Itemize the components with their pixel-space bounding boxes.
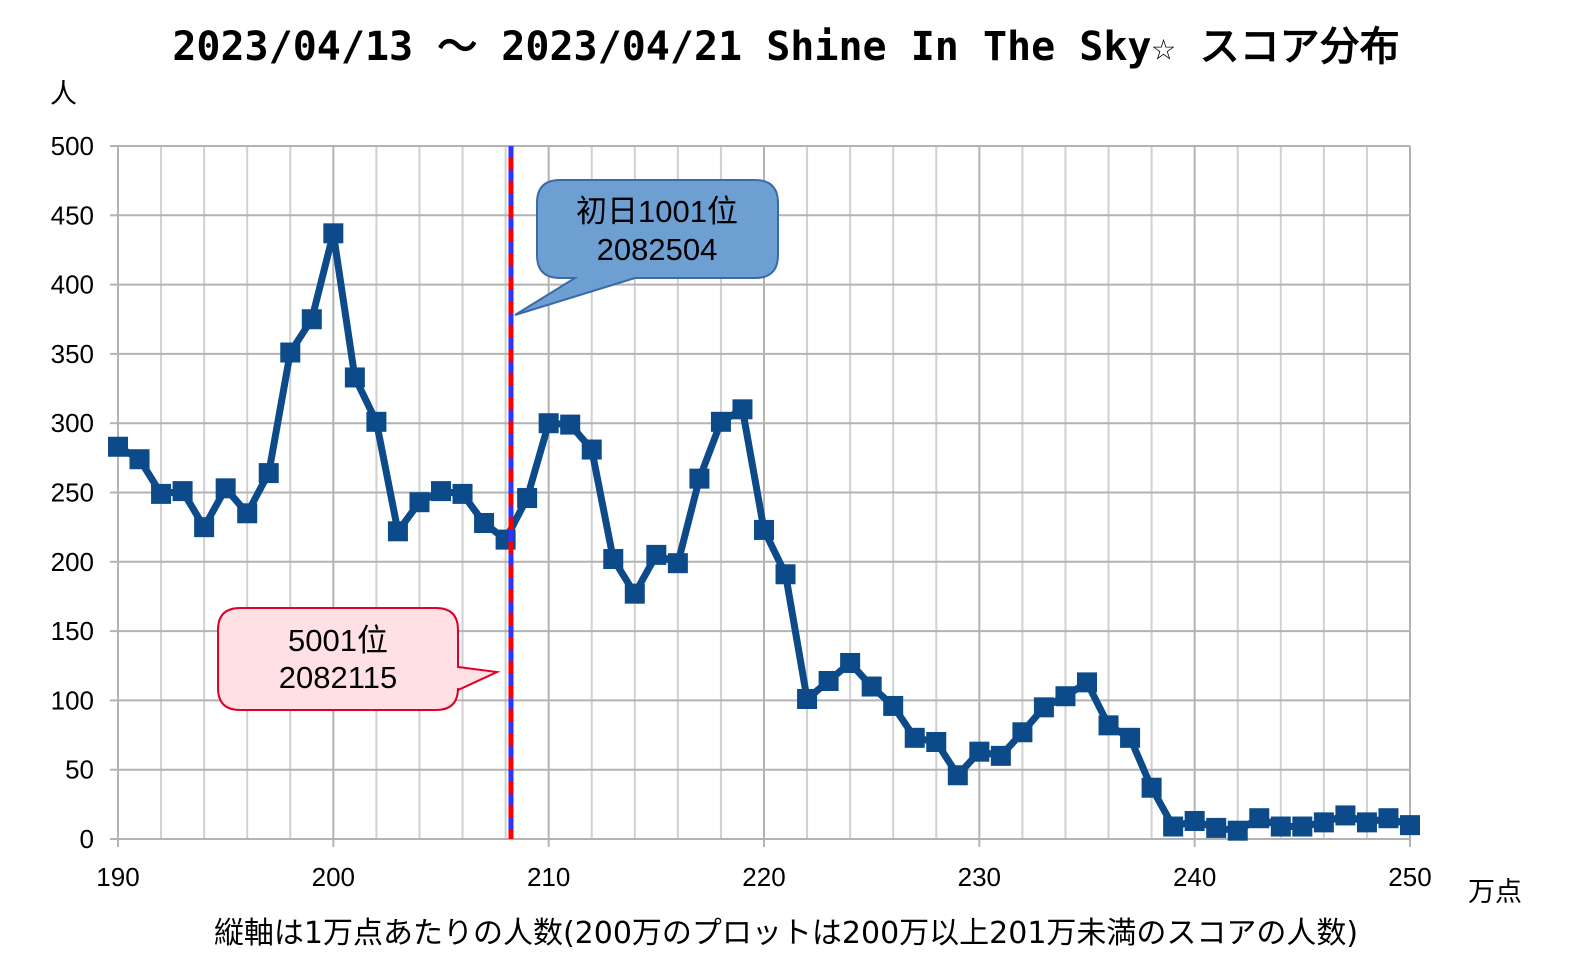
data-point-marker — [452, 483, 473, 504]
x-tick-label: 220 — [742, 862, 785, 892]
data-point-marker — [969, 741, 990, 762]
data-point-marker — [474, 512, 495, 533]
data-point-marker — [732, 399, 753, 420]
data-point-marker — [1227, 820, 1248, 841]
data-point-marker — [1184, 810, 1205, 831]
x-tick-label: 250 — [1388, 862, 1431, 892]
data-point-marker — [754, 519, 774, 540]
chart-footnote: 縦軸は1万点あたりの人数(200万のプロットは200万以上201万未満のスコアの… — [213, 916, 1359, 951]
data-point-marker — [581, 439, 602, 460]
data-point-marker — [646, 544, 667, 565]
chart-title: 2023/04/13 〜 2023/04/21 Shine In The Sky… — [172, 24, 1400, 70]
data-point-marker — [1055, 686, 1076, 707]
x-tick-label: 230 — [958, 862, 1001, 892]
data-point-marker — [258, 463, 279, 484]
data-point-marker — [560, 414, 581, 435]
y-tick-label: 400 — [51, 270, 94, 300]
data-point-marker — [409, 492, 430, 513]
data-point-marker — [366, 411, 387, 432]
data-series — [108, 223, 1420, 841]
callout-5001-score: 2082115 — [279, 660, 397, 695]
x-axis-unit: 万点 — [1468, 877, 1522, 908]
data-point-marker — [517, 488, 538, 509]
y-tick-label: 450 — [51, 200, 94, 230]
x-tick-label: 200 — [312, 862, 355, 892]
y-tick-label: 250 — [51, 478, 94, 508]
data-point-marker — [431, 481, 451, 502]
y-tick-label: 350 — [51, 339, 94, 369]
axis-tick-labels: 0 50 100 150 200 250 300 350 400 450 500 190 200 210 2… — [51, 131, 1432, 892]
data-point-marker — [883, 695, 904, 716]
callout-bubble-5001 — [217, 607, 501, 711]
data-point-marker — [323, 223, 344, 244]
data-point-marker — [926, 731, 947, 752]
data-point-marker — [1400, 815, 1420, 836]
data-point-marker — [861, 676, 882, 697]
data-point-marker — [1356, 812, 1377, 833]
data-point-marker — [603, 549, 624, 570]
data-point-marker — [797, 689, 818, 710]
x-tick-label: 240 — [1173, 862, 1216, 892]
data-point-marker — [1077, 672, 1097, 693]
data-point-marker — [904, 727, 925, 748]
data-point-marker — [1098, 715, 1119, 736]
data-point-marker — [194, 517, 215, 538]
data-point-marker — [1292, 816, 1313, 837]
data-point-marker — [624, 583, 645, 604]
data-point-marker — [689, 468, 710, 489]
y-axis-unit: 人 — [50, 79, 77, 110]
data-point-marker — [1270, 816, 1291, 837]
callout-1001-rank: 初日1001位 — [576, 194, 738, 229]
data-point-marker — [538, 413, 559, 434]
data-point-marker — [301, 309, 322, 330]
data-point-marker — [990, 745, 1011, 766]
data-point-marker — [387, 521, 408, 542]
data-point-marker — [151, 483, 172, 504]
data-point-marker — [818, 670, 839, 691]
y-tick-label: 0 — [80, 824, 94, 854]
data-point-marker — [667, 553, 688, 574]
data-point-marker — [1313, 812, 1334, 833]
data-point-marker — [108, 436, 128, 457]
callout-1001-score: 2082504 — [597, 232, 718, 267]
y-tick-label: 300 — [51, 408, 94, 438]
data-point-marker — [1206, 817, 1227, 838]
data-point-marker — [775, 564, 796, 585]
data-point-marker — [1378, 808, 1399, 829]
y-tick-label: 200 — [51, 547, 94, 577]
data-point-marker — [215, 478, 236, 499]
x-tick-label: 190 — [96, 862, 139, 892]
data-point-marker — [172, 481, 193, 502]
data-point-marker — [280, 342, 301, 363]
data-point-marker — [237, 503, 258, 524]
y-tick-label: 150 — [51, 616, 94, 646]
data-point-marker — [1249, 808, 1270, 829]
data-point-marker — [947, 765, 968, 786]
callout-bubble-1001 — [514, 179, 779, 316]
callout-5001-rank: 5001位 — [288, 623, 388, 658]
y-tick-label: 500 — [51, 131, 94, 161]
data-point-marker — [1012, 722, 1033, 743]
data-point-marker — [840, 652, 861, 673]
data-point-marker — [344, 367, 365, 388]
data-point-marker — [129, 449, 150, 470]
data-point-marker — [1120, 727, 1141, 748]
y-tick-label: 100 — [51, 685, 94, 715]
data-point-marker — [1033, 697, 1054, 718]
data-point-marker — [710, 411, 731, 432]
data-point-marker — [1335, 805, 1356, 826]
x-tick-label: 210 — [527, 862, 570, 892]
y-tick-label: 50 — [65, 755, 94, 785]
data-point-marker — [1141, 777, 1162, 798]
data-point-marker — [1163, 816, 1184, 837]
